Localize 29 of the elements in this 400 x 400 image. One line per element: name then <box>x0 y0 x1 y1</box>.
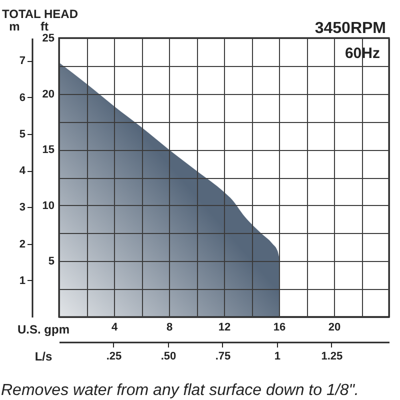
y-tick-label: 15 <box>42 144 54 156</box>
x-tick-label: 4 <box>111 322 118 334</box>
x-tick-label: 16 <box>273 322 286 334</box>
y-tick-label: 20 <box>42 88 54 100</box>
x-tick-label: 8 <box>166 322 173 334</box>
y-axis-title: ft <box>40 20 48 34</box>
y2-axis-title: m <box>9 20 20 34</box>
y2-tick-label: 1 <box>19 274 26 287</box>
text: 3450RPM <box>314 20 386 37</box>
text: Removes water from any flat surface down to 1/8". <box>1 382 359 399</box>
y2-tick-label: 5 <box>19 128 26 140</box>
x2-tick-label: .25 <box>106 350 122 362</box>
x2-tick-label: 1.25 <box>321 350 343 362</box>
x2-tick-label: .50 <box>160 350 176 362</box>
x-tick-label: 20 <box>328 322 341 334</box>
y2-tick-label: 7 <box>19 55 26 68</box>
x2-tick-label: .75 <box>215 350 231 362</box>
y-tick-label: 10 <box>42 200 54 212</box>
x-tick-label: 12 <box>218 322 231 334</box>
y2-tick-label: 3 <box>19 202 26 214</box>
y-tick-label: 5 <box>48 256 54 268</box>
x-axis-title: U.S. gpm <box>17 322 70 336</box>
text: TOTAL HEAD <box>2 7 78 21</box>
y2-tick-label: 6 <box>19 92 26 104</box>
x2-tick-label: 1 <box>274 350 281 362</box>
y2-tick-label: 4 <box>19 165 26 178</box>
x2-axis-title: L/s <box>34 350 52 364</box>
y-tick-label: 25 <box>42 32 54 44</box>
y2-tick-label: 2 <box>19 238 26 250</box>
